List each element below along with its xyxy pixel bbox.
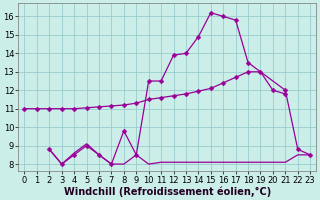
X-axis label: Windchill (Refroidissement éolien,°C): Windchill (Refroidissement éolien,°C): [64, 186, 271, 197]
